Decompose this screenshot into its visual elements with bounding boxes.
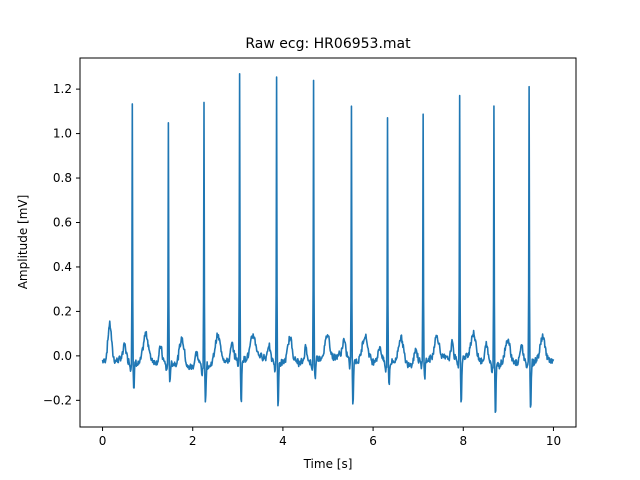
y-tick-label: 1.0 (53, 127, 72, 141)
y-tick-label: 0.4 (53, 260, 72, 274)
y-tick-label: 0.6 (53, 215, 72, 229)
ecg-signal-line (101, 72, 555, 414)
x-tick-label: 8 (459, 434, 467, 448)
x-tick-label: 0 (99, 434, 107, 448)
x-tick-label: 10 (546, 434, 561, 448)
x-tick-label: 4 (279, 434, 287, 448)
chart-title: Raw ecg: HR06953.mat (245, 36, 411, 52)
y-axis: −0.2 0.0 0.2 0.4 0.6 0.8 1.0 1.2 (43, 82, 80, 407)
x-axis-label: Time [s] (303, 457, 353, 471)
y-tick-label: 1.2 (53, 82, 72, 96)
plot-area (101, 72, 555, 414)
x-tick-label: 6 (369, 434, 377, 448)
y-tick-label: 0.8 (53, 171, 72, 185)
axes-frame (79, 57, 577, 428)
y-tick-label: −0.2 (43, 393, 72, 407)
x-tick-label: 2 (189, 434, 197, 448)
y-tick-label: 0.0 (53, 349, 72, 363)
y-tick-label: 0.2 (53, 304, 72, 318)
y-axis-label: Amplitude [mV] (16, 195, 30, 290)
x-axis: 0 2 4 6 8 10 (99, 427, 561, 448)
